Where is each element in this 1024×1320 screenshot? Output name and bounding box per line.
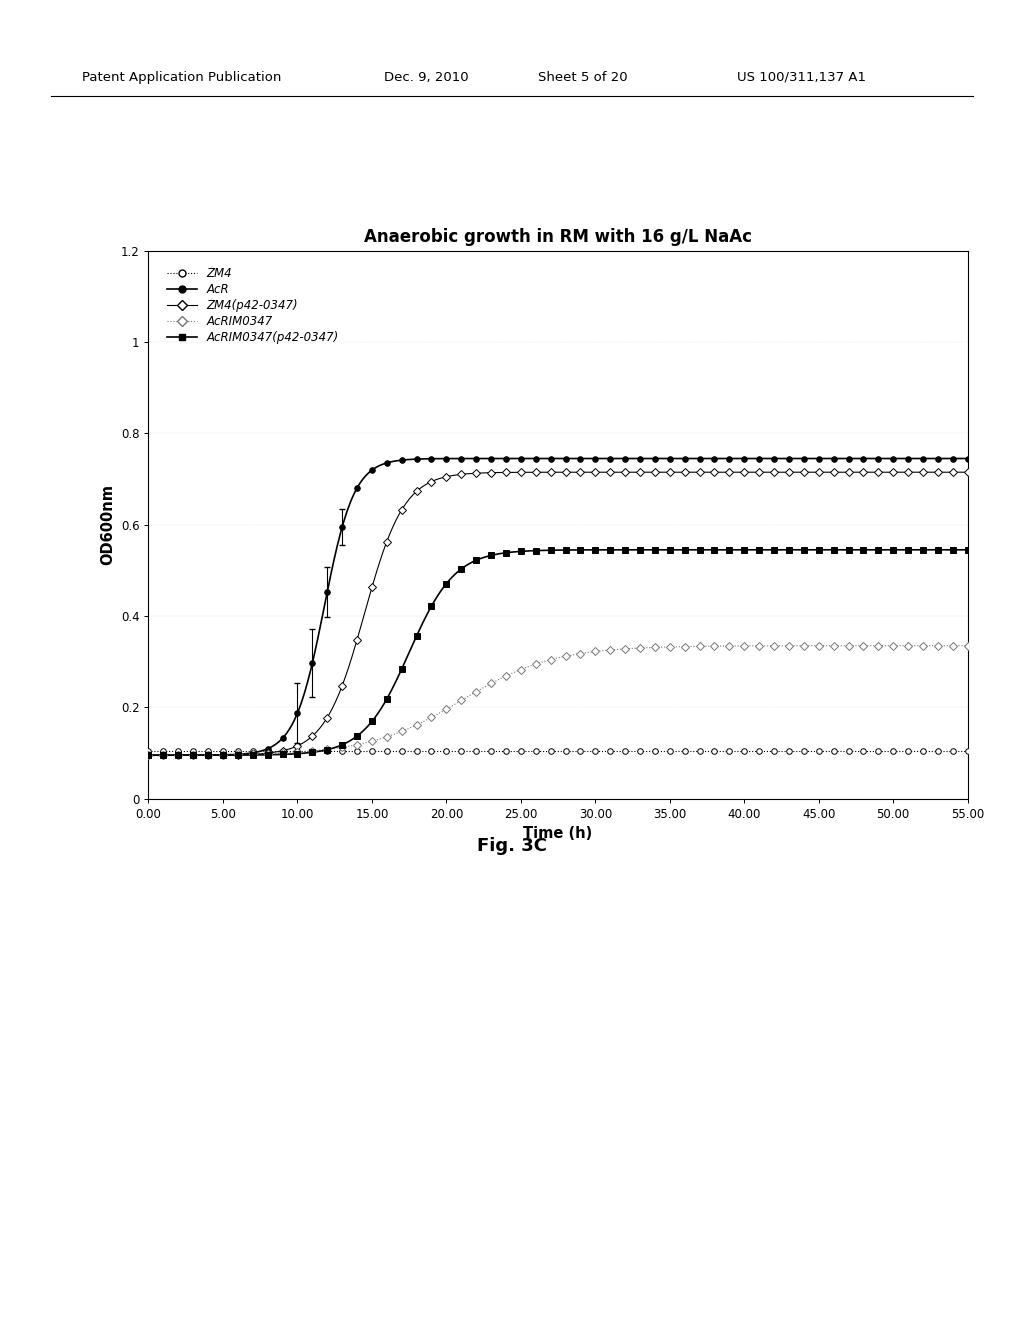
Text: US 100/311,137 A1: US 100/311,137 A1 [737, 70, 866, 83]
Legend: ZM4, AcR, ZM4(p42-0347), AcRIM0347, AcRIM0347(p42-0347): ZM4, AcR, ZM4(p42-0347), AcRIM0347, AcRI… [163, 263, 343, 348]
X-axis label: Time (h): Time (h) [523, 826, 593, 841]
Text: Patent Application Publication: Patent Application Publication [82, 70, 282, 83]
Text: Dec. 9, 2010: Dec. 9, 2010 [384, 70, 469, 83]
Title: Anaerobic growth in RM with 16 g/L NaAc: Anaerobic growth in RM with 16 g/L NaAc [365, 228, 752, 247]
Text: Fig. 3C: Fig. 3C [477, 837, 547, 855]
Text: Sheet 5 of 20: Sheet 5 of 20 [538, 70, 628, 83]
Y-axis label: OD600nm: OD600nm [100, 484, 115, 565]
